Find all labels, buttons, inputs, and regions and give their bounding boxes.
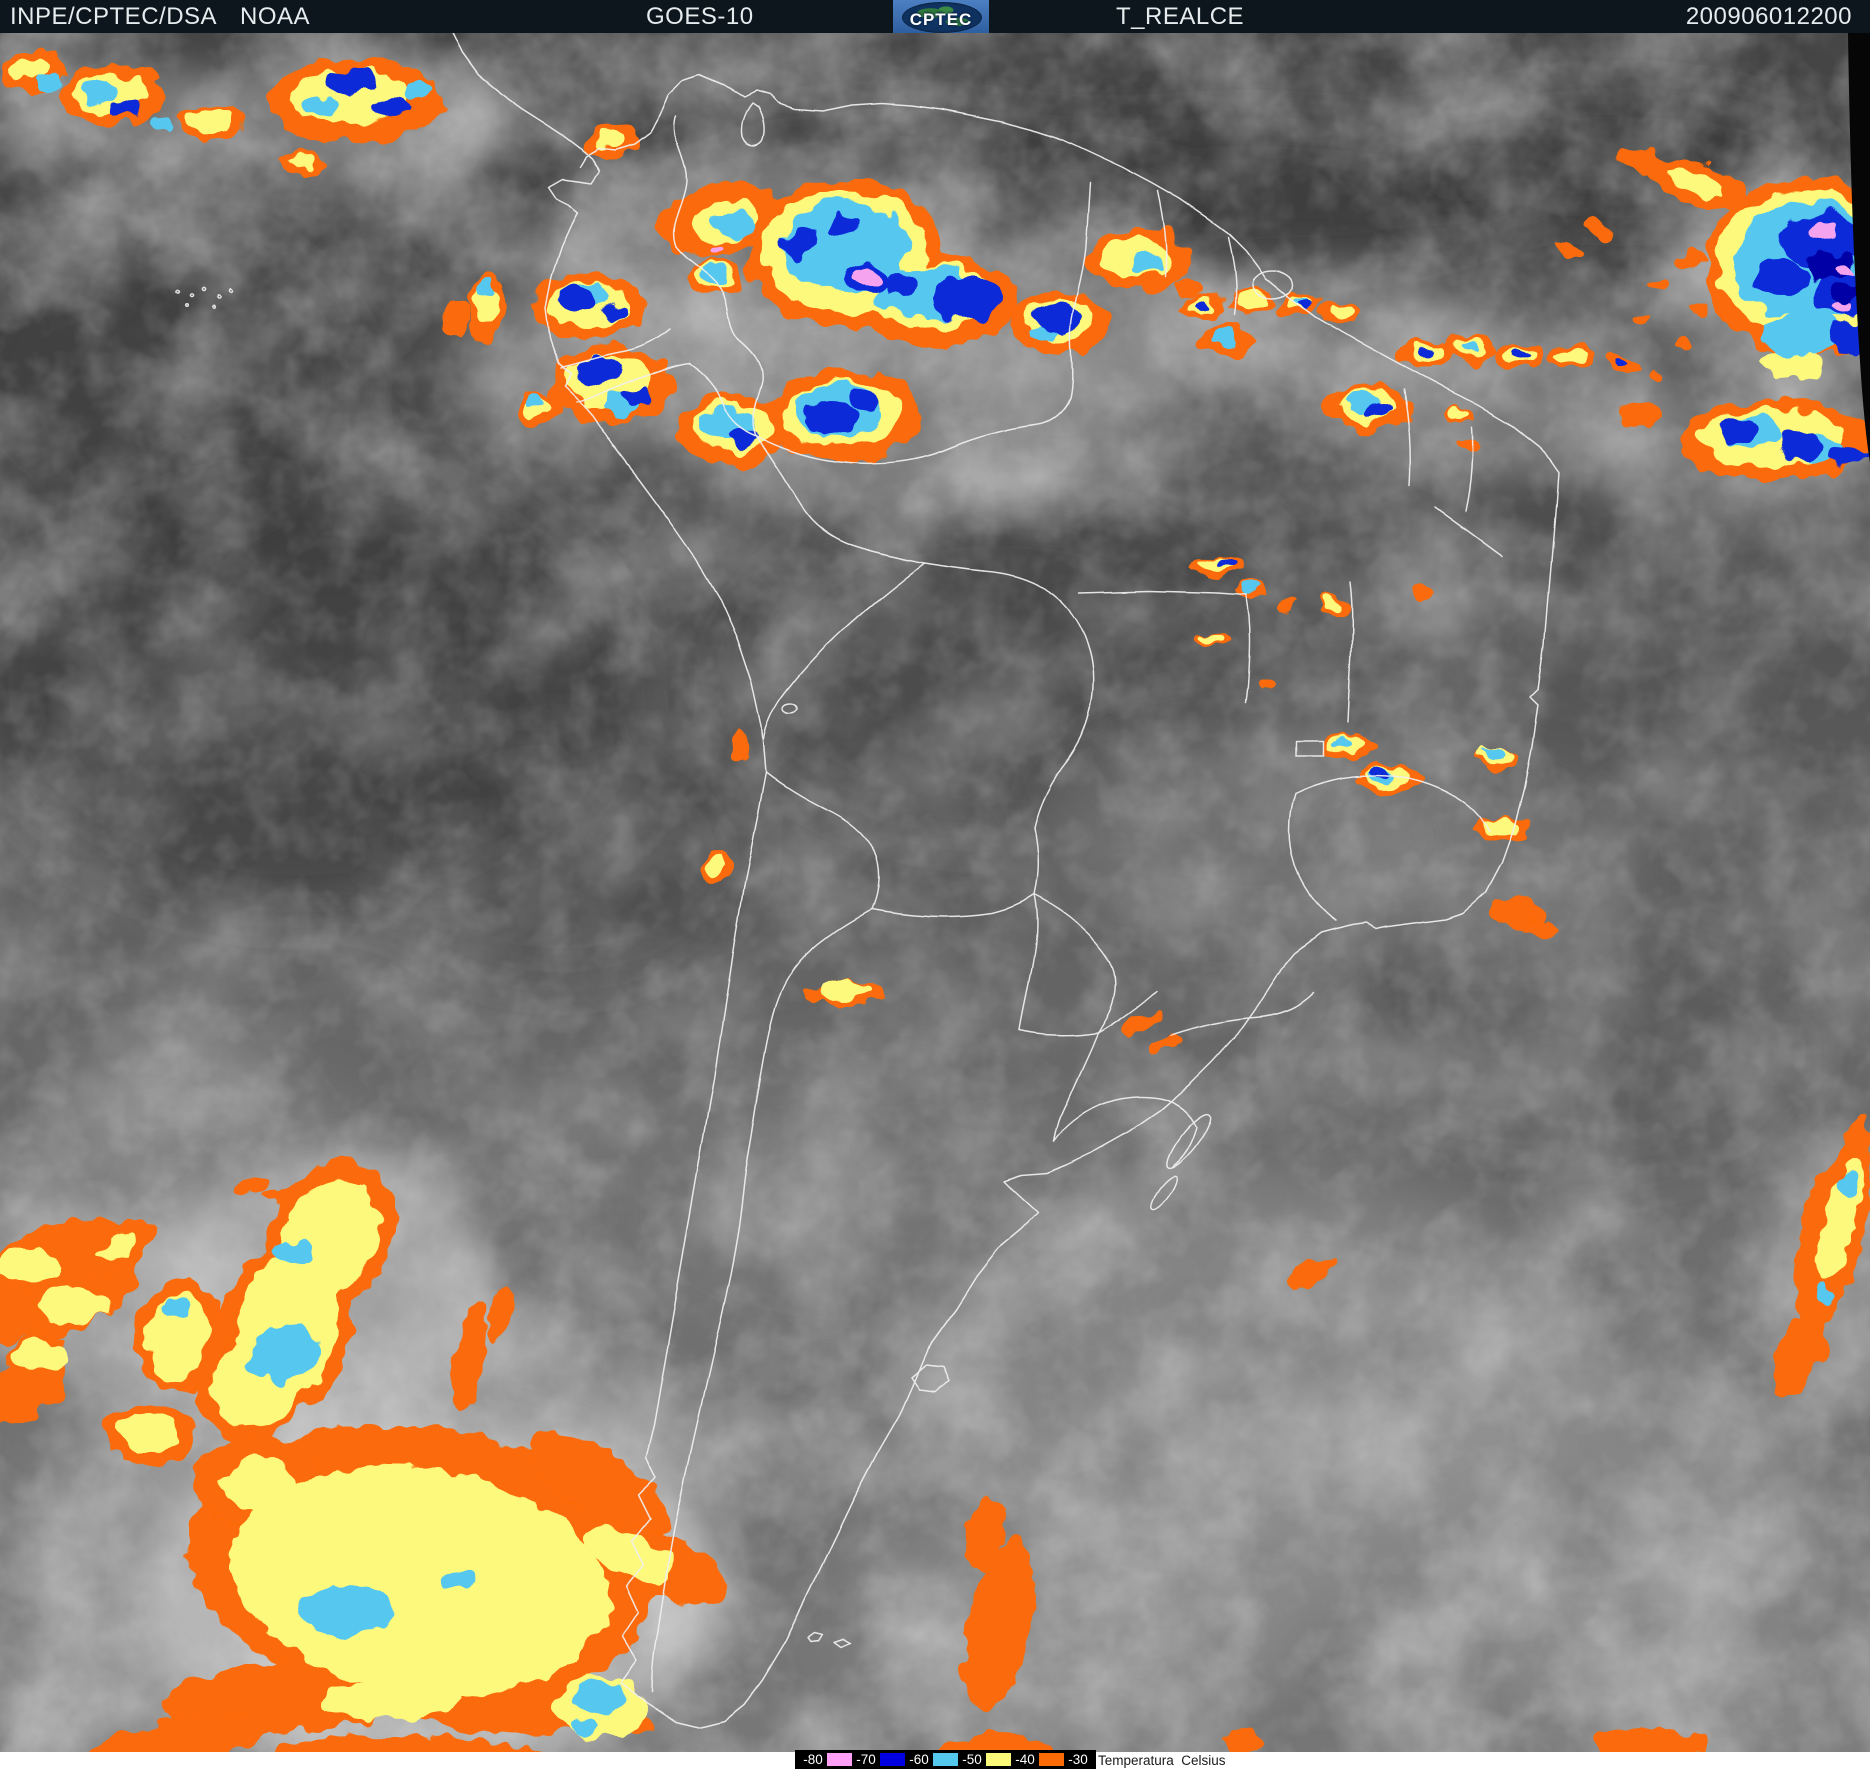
valdes-peninsula xyxy=(911,1364,951,1392)
cptec-globe-icon xyxy=(902,2,982,33)
satellite-label: GOES-10 xyxy=(646,3,754,30)
noaa-label: NOAA xyxy=(240,3,311,30)
lagoa-mirim xyxy=(1150,1175,1178,1211)
brazil-state-borders xyxy=(1079,388,1503,1036)
lake-maracaibo xyxy=(740,102,765,147)
coastline xyxy=(451,32,1559,1728)
legend-label: -30 xyxy=(1068,1752,1088,1767)
cptec-logo: CPTEC xyxy=(893,0,989,33)
legend-label: -60 xyxy=(909,1752,929,1767)
satellite-image xyxy=(0,32,1870,1770)
distrito-federal-outline xyxy=(1295,740,1323,757)
country-borders xyxy=(175,32,1559,1728)
product-label: T_REALCE xyxy=(1116,3,1245,30)
lake-titicaca xyxy=(782,703,798,715)
legend-label: -80 xyxy=(803,1752,823,1767)
satellite-image-area xyxy=(0,32,1870,1770)
datetime-label: 200906012200 xyxy=(1685,3,1852,30)
galapagos-islands xyxy=(175,286,235,310)
enhanced-clouds-pink xyxy=(710,223,1855,312)
legend-title: Temperatura Celsius xyxy=(1098,1753,1226,1768)
enhanced-clouds-blue xyxy=(110,68,1870,777)
cptec-logo-text: CPTEC xyxy=(909,9,973,29)
legend-swatch-cyan xyxy=(933,1753,958,1766)
legend-swatch-yellow xyxy=(986,1753,1011,1766)
legend-label: -50 xyxy=(962,1752,982,1767)
scan-edge-wedge xyxy=(1848,33,1870,463)
legend-label: -70 xyxy=(856,1752,876,1767)
temperature-legend: -80 -70 -60 -50 -40 -30 xyxy=(795,1750,1096,1769)
legend-swatch-orange xyxy=(1039,1753,1064,1766)
legend-swatch-blue xyxy=(880,1753,905,1766)
falkland-islands xyxy=(807,1631,851,1647)
header-bar: INPE/CPTEC/DSA NOAA GOES-10 CPTEC T_REAL… xyxy=(0,0,1870,33)
agency-label: INPE/CPTEC/DSA xyxy=(10,3,218,30)
legend-swatch-pink xyxy=(827,1753,852,1766)
legend-label: -40 xyxy=(1015,1752,1035,1767)
lagoa-dos-patos xyxy=(1165,1112,1211,1170)
marajo-island xyxy=(1251,270,1293,300)
